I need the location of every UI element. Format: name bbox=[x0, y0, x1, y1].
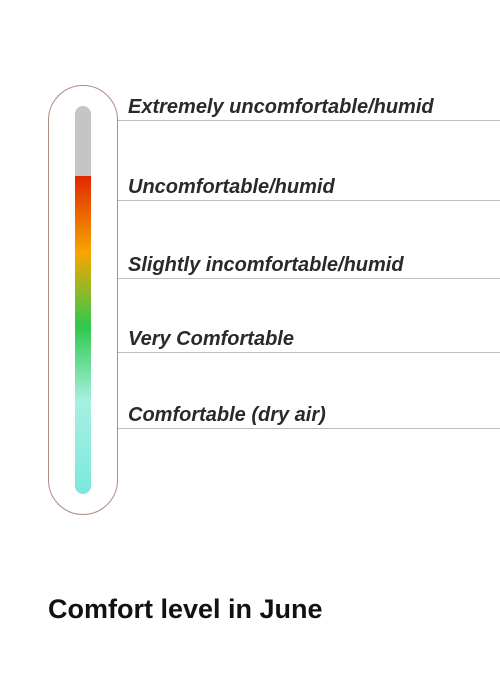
thermometer-bar bbox=[75, 106, 91, 494]
level-line-uncomf bbox=[118, 200, 500, 201]
very-seg bbox=[75, 327, 91, 401]
comfort-infographic: Extremely uncomfortable/humid Uncomfortab… bbox=[0, 0, 500, 680]
level-line-extreme bbox=[118, 120, 500, 121]
chart-title: Comfort level in June bbox=[48, 594, 323, 625]
slight-seg bbox=[75, 253, 91, 327]
level-label-comf: Comfortable (dry air) bbox=[128, 404, 326, 427]
level-label-extreme: Extremely uncomfortable/humid bbox=[128, 96, 434, 119]
comf-seg bbox=[75, 401, 91, 494]
extreme-seg bbox=[75, 106, 91, 176]
level-line-slight bbox=[118, 278, 500, 279]
level-line-very bbox=[118, 352, 500, 353]
level-line-comf bbox=[118, 428, 500, 429]
level-label-very: Very Comfortable bbox=[128, 328, 294, 351]
level-label-uncomf: Uncomfortable/humid bbox=[128, 176, 335, 199]
uncomf-seg bbox=[75, 176, 91, 254]
level-label-slight: Slightly incomfortable/humid bbox=[128, 254, 404, 277]
